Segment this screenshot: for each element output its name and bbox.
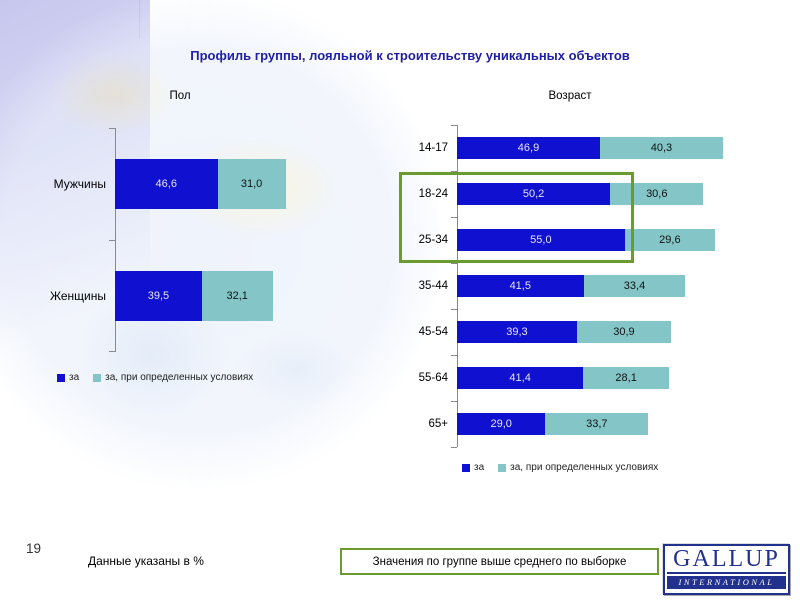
bar-segment-za: 41,4 (457, 367, 584, 389)
gallup-logo-rule (667, 572, 786, 574)
bar-segment-uslovia: 31,0 (217, 159, 286, 209)
stacked-bar: 41,5 33,4 (457, 263, 686, 309)
age-axis-tick (451, 125, 457, 126)
category-label: 45-54 (418, 326, 448, 338)
chart-row: Мужчины 46,6 31,0 (10, 128, 286, 240)
age-legend: за за, при определенных условиях (462, 462, 658, 473)
legend-item: за, при определенных условиях (93, 372, 253, 383)
bar-segment-uslovia: 33,7 (545, 413, 649, 435)
bar-segment-za: 29,0 (457, 413, 546, 435)
gallup-logo: GALLUP INTERNATIONAL (663, 544, 790, 595)
stacked-bar: 39,5 32,1 (115, 240, 273, 352)
category-label: 14-17 (418, 142, 448, 154)
category-label: 65+ (428, 418, 448, 430)
globe-watermark (0, 0, 440, 500)
bar-segment-za: 50,2 (457, 183, 611, 205)
age-axis-tick (451, 217, 457, 218)
stacked-bar: 41,4 28,1 (457, 355, 669, 401)
age-axis-tick (451, 447, 457, 448)
legend-item: за (57, 372, 79, 383)
age-axis-tick (451, 263, 457, 264)
chart-row: 35-44 41,5 33,4 (400, 263, 723, 309)
legend-swatch-uslovia-icon (498, 463, 507, 472)
chart-row: 45-54 39,3 30,9 (400, 309, 723, 355)
bar-segment-uslovia: 29,6 (624, 229, 716, 251)
age-axis-tick (451, 355, 457, 356)
legend-label: за, при определенных условиях (105, 372, 254, 383)
category-label: Женщины (49, 289, 106, 303)
stacked-bar: 55,0 29,6 (457, 217, 716, 263)
bar-segment-za: 46,9 (457, 137, 601, 159)
bar-segment-za: 46,6 (115, 159, 218, 209)
legend-item: за (462, 462, 484, 473)
category-label: 18-24 (418, 188, 448, 200)
page-number: 19 (26, 541, 42, 556)
gender-legend: за за, при определенных условиях (57, 372, 253, 383)
bar-segment-za: 39,3 (457, 321, 577, 343)
legend-label: за (69, 372, 80, 383)
stacked-bar: 39,3 30,9 (457, 309, 672, 355)
stacked-bar: 46,9 40,3 (457, 125, 723, 171)
age-axis-tick (451, 171, 457, 172)
gallup-logo-name: GALLUP (673, 546, 780, 572)
category-label: 35-44 (418, 280, 448, 292)
category-label: Мужчины (53, 177, 106, 191)
bar-segment-uslovia: 30,9 (576, 321, 672, 343)
gallup-logo-subtitle: INTERNATIONAL (667, 576, 786, 589)
legend-label: за (474, 462, 485, 473)
category-label: 55-64 (418, 372, 448, 384)
highlight-box (399, 172, 634, 263)
bar-segment-uslovia: 33,4 (583, 275, 686, 297)
gender-axis-tick (109, 351, 115, 352)
gender-axis-tick (109, 128, 115, 129)
legend-swatch-za-icon (462, 463, 470, 472)
highlight-note-box: Значения по группе выше среднего по выбо… (340, 548, 659, 575)
age-chart-title: Возраст (548, 90, 592, 102)
bar-segment-uslovia: 28,1 (583, 367, 669, 389)
stacked-bar: 46,6 31,0 (115, 128, 286, 240)
legend-item: за, при определенных условиях (498, 462, 658, 473)
chart-row: 14-17 46,9 40,3 (400, 125, 723, 171)
age-axis-tick (451, 401, 457, 402)
bar-segment-za: 55,0 (457, 229, 625, 251)
chart-row: 25-34 55,0 29,6 (400, 217, 723, 263)
bar-segment-za: 39,5 (115, 271, 202, 321)
age-axis-tick (451, 309, 457, 310)
chart-row: 55-64 41,4 28,1 (400, 355, 723, 401)
chart-row: 65+ 29,0 33,7 (400, 401, 723, 447)
legend-label: за, при определенных условиях (510, 462, 659, 473)
legend-swatch-za-icon (57, 373, 65, 382)
bar-segment-uslovia: 32,1 (201, 271, 273, 321)
chart-row: Женщины 39,5 32,1 (10, 240, 286, 352)
category-label: 25-34 (418, 234, 448, 246)
gender-chart-rows: Мужчины 46,6 31,0 Женщины 39,5 32,1 (10, 128, 286, 352)
gender-axis-tick (109, 240, 115, 241)
gender-axis (115, 128, 116, 352)
gender-chart-title: Пол (169, 90, 191, 102)
slide-title: Профиль группы, лояльной к строительству… (190, 48, 630, 63)
bar-segment-uslovia: 40,3 (600, 137, 723, 159)
bar-segment-za: 41,5 (457, 275, 584, 297)
legend-swatch-uslovia-icon (93, 373, 102, 382)
data-unit-footnote: Данные указаны в % (88, 554, 204, 568)
stacked-bar: 29,0 33,7 (457, 401, 649, 447)
age-chart-rows: 14-17 46,9 40,3 18-24 50,2 30,6 25-34 55,0 29,6 3… (400, 125, 723, 447)
